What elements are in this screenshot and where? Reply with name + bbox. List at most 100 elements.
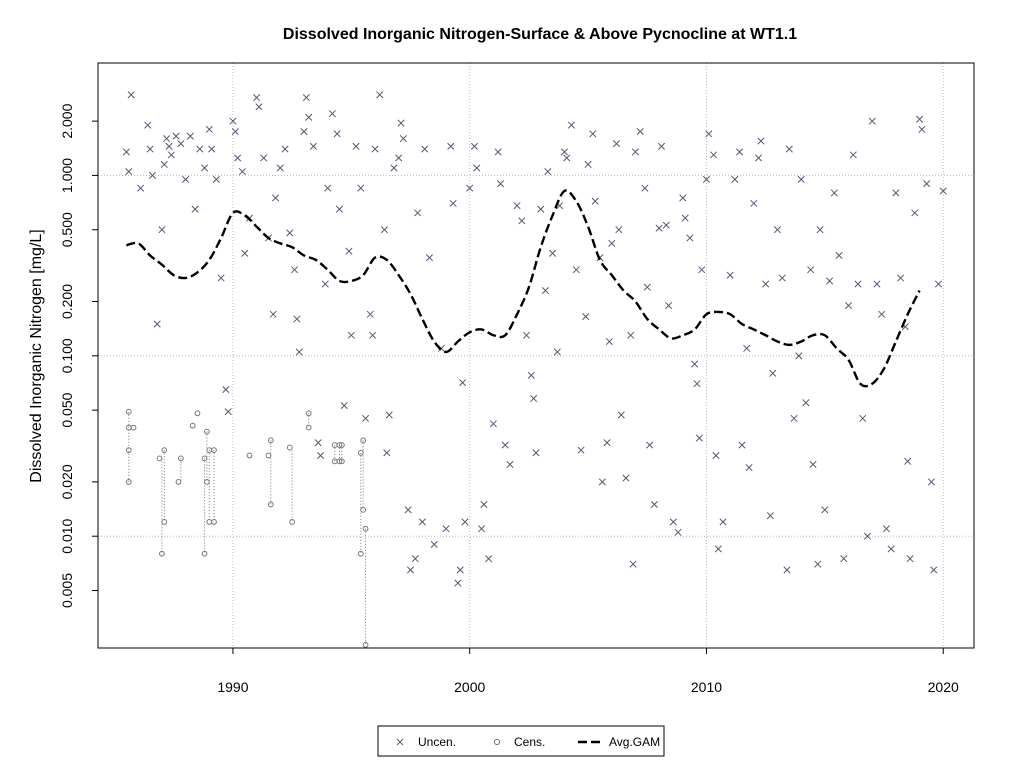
- uncensored-point: [345, 247, 353, 255]
- uncensored-point: [316, 451, 325, 460]
- uncensored-point: [738, 441, 746, 449]
- uncensored-point: [612, 140, 621, 148]
- uncensored-point: [397, 119, 405, 127]
- uncensored-point: [430, 540, 438, 549]
- censored-point: [357, 449, 364, 456]
- uncensored-point: [260, 154, 268, 162]
- uncensored-point: [459, 379, 467, 387]
- uncensored-point: [480, 500, 488, 508]
- uncensored-point: [165, 142, 173, 150]
- x-tick-label: 2010: [691, 679, 722, 695]
- uncensored-point: [769, 369, 777, 377]
- uncensored-point: [205, 125, 213, 133]
- censored-point: [177, 455, 184, 462]
- uncensored-point: [567, 121, 576, 129]
- uncensored-point: [797, 175, 805, 183]
- uncensored-point: [425, 254, 434, 262]
- uncensored-point: [655, 224, 663, 232]
- uncensored-point: [272, 194, 280, 202]
- uncensored-point: [447, 142, 455, 150]
- uncensored-point: [361, 414, 370, 422]
- uncensored-point: [698, 266, 706, 274]
- censored-point: [338, 458, 345, 465]
- uncensored-point: [743, 344, 751, 352]
- uncensored-point: [882, 525, 890, 533]
- censored-point: [204, 428, 210, 435]
- y-tick-label: 0.005: [59, 573, 75, 608]
- uncensored-point: [923, 180, 931, 188]
- uncensored-point: [686, 234, 694, 242]
- censored-point: [201, 550, 208, 557]
- censored-point: [362, 641, 369, 648]
- censored-point: [362, 525, 369, 532]
- uncensored-point: [167, 151, 175, 159]
- y-axis-label: Dissolved Inorganic Nitrogen [mg/L]: [28, 229, 45, 482]
- uncensored-point: [563, 154, 571, 162]
- uncensored-point: [840, 555, 848, 563]
- uncensored-point: [314, 439, 322, 447]
- censored-point: [305, 424, 312, 431]
- uncensored-point: [309, 142, 318, 150]
- uncensored-point: [714, 545, 722, 553]
- legend: Uncen. Cens. Avg.GAM: [377, 725, 665, 757]
- uncensored-point: [783, 566, 791, 574]
- uncensored-point: [773, 226, 782, 234]
- legend-cens-marker: [493, 738, 501, 746]
- gam-trend-line: [126, 189, 921, 388]
- uncensored-point: [414, 209, 422, 217]
- uncensored-point: [485, 555, 493, 563]
- uncensored-point: [643, 283, 651, 291]
- uncensored-point: [404, 506, 412, 514]
- uncensored-point: [127, 91, 135, 99]
- uncensored-point: [385, 411, 393, 419]
- x-axis: 1990 2000 2010 2020: [217, 648, 959, 695]
- uncensored-point: [939, 187, 947, 195]
- uncensored-point: [421, 145, 429, 153]
- censored-point: [360, 506, 367, 513]
- uncensored-point: [835, 251, 843, 260]
- uncensored-point: [726, 271, 734, 279]
- uncensored-point: [710, 151, 718, 159]
- censored-point: [286, 444, 293, 451]
- uncensored-point: [148, 171, 157, 179]
- uncensored-point: [693, 380, 701, 388]
- censored-point: [194, 410, 201, 417]
- uncensored-point: [863, 532, 872, 540]
- uncensored-point: [153, 320, 161, 328]
- x-tick-label: 2000: [454, 679, 485, 695]
- y-tick-label: 0.100: [59, 338, 75, 373]
- legend-box: [377, 725, 665, 757]
- x-tick-label: 2020: [928, 679, 959, 695]
- uncensored-point: [934, 280, 943, 288]
- uncensored-point: [762, 280, 770, 288]
- uncensored-point: [470, 142, 478, 150]
- uncensored-point: [501, 441, 509, 449]
- grid: [98, 63, 974, 648]
- uncensored-point: [892, 189, 900, 197]
- uncensored-point: [674, 528, 682, 536]
- uncensored-point: [473, 164, 481, 172]
- censored-point: [125, 478, 132, 485]
- uncensored-point: [371, 145, 379, 153]
- y-tick-label: 2.000: [59, 103, 75, 138]
- y-tick-label: 1.000: [59, 158, 75, 193]
- uncensored-point: [369, 331, 377, 339]
- censored-point: [265, 452, 272, 459]
- censored-point: [267, 437, 274, 444]
- censored-point: [125, 408, 132, 415]
- censored-point: [159, 550, 165, 557]
- uncensored-point: [506, 460, 514, 468]
- uncensored-point: [617, 411, 625, 419]
- uncensored-point: [608, 239, 616, 247]
- uncensored-point: [496, 180, 505, 188]
- uncensored-point: [766, 512, 774, 520]
- uncensored-point: [790, 414, 798, 422]
- censored-point: [204, 478, 210, 485]
- uncensored-point: [182, 175, 190, 183]
- uncensored-point: [231, 128, 239, 136]
- uncensored-point: [518, 217, 526, 225]
- uncensored-point: [887, 545, 895, 553]
- uncensored-point: [224, 408, 232, 416]
- uncensored-point: [646, 441, 654, 449]
- uncensored-point: [321, 280, 329, 288]
